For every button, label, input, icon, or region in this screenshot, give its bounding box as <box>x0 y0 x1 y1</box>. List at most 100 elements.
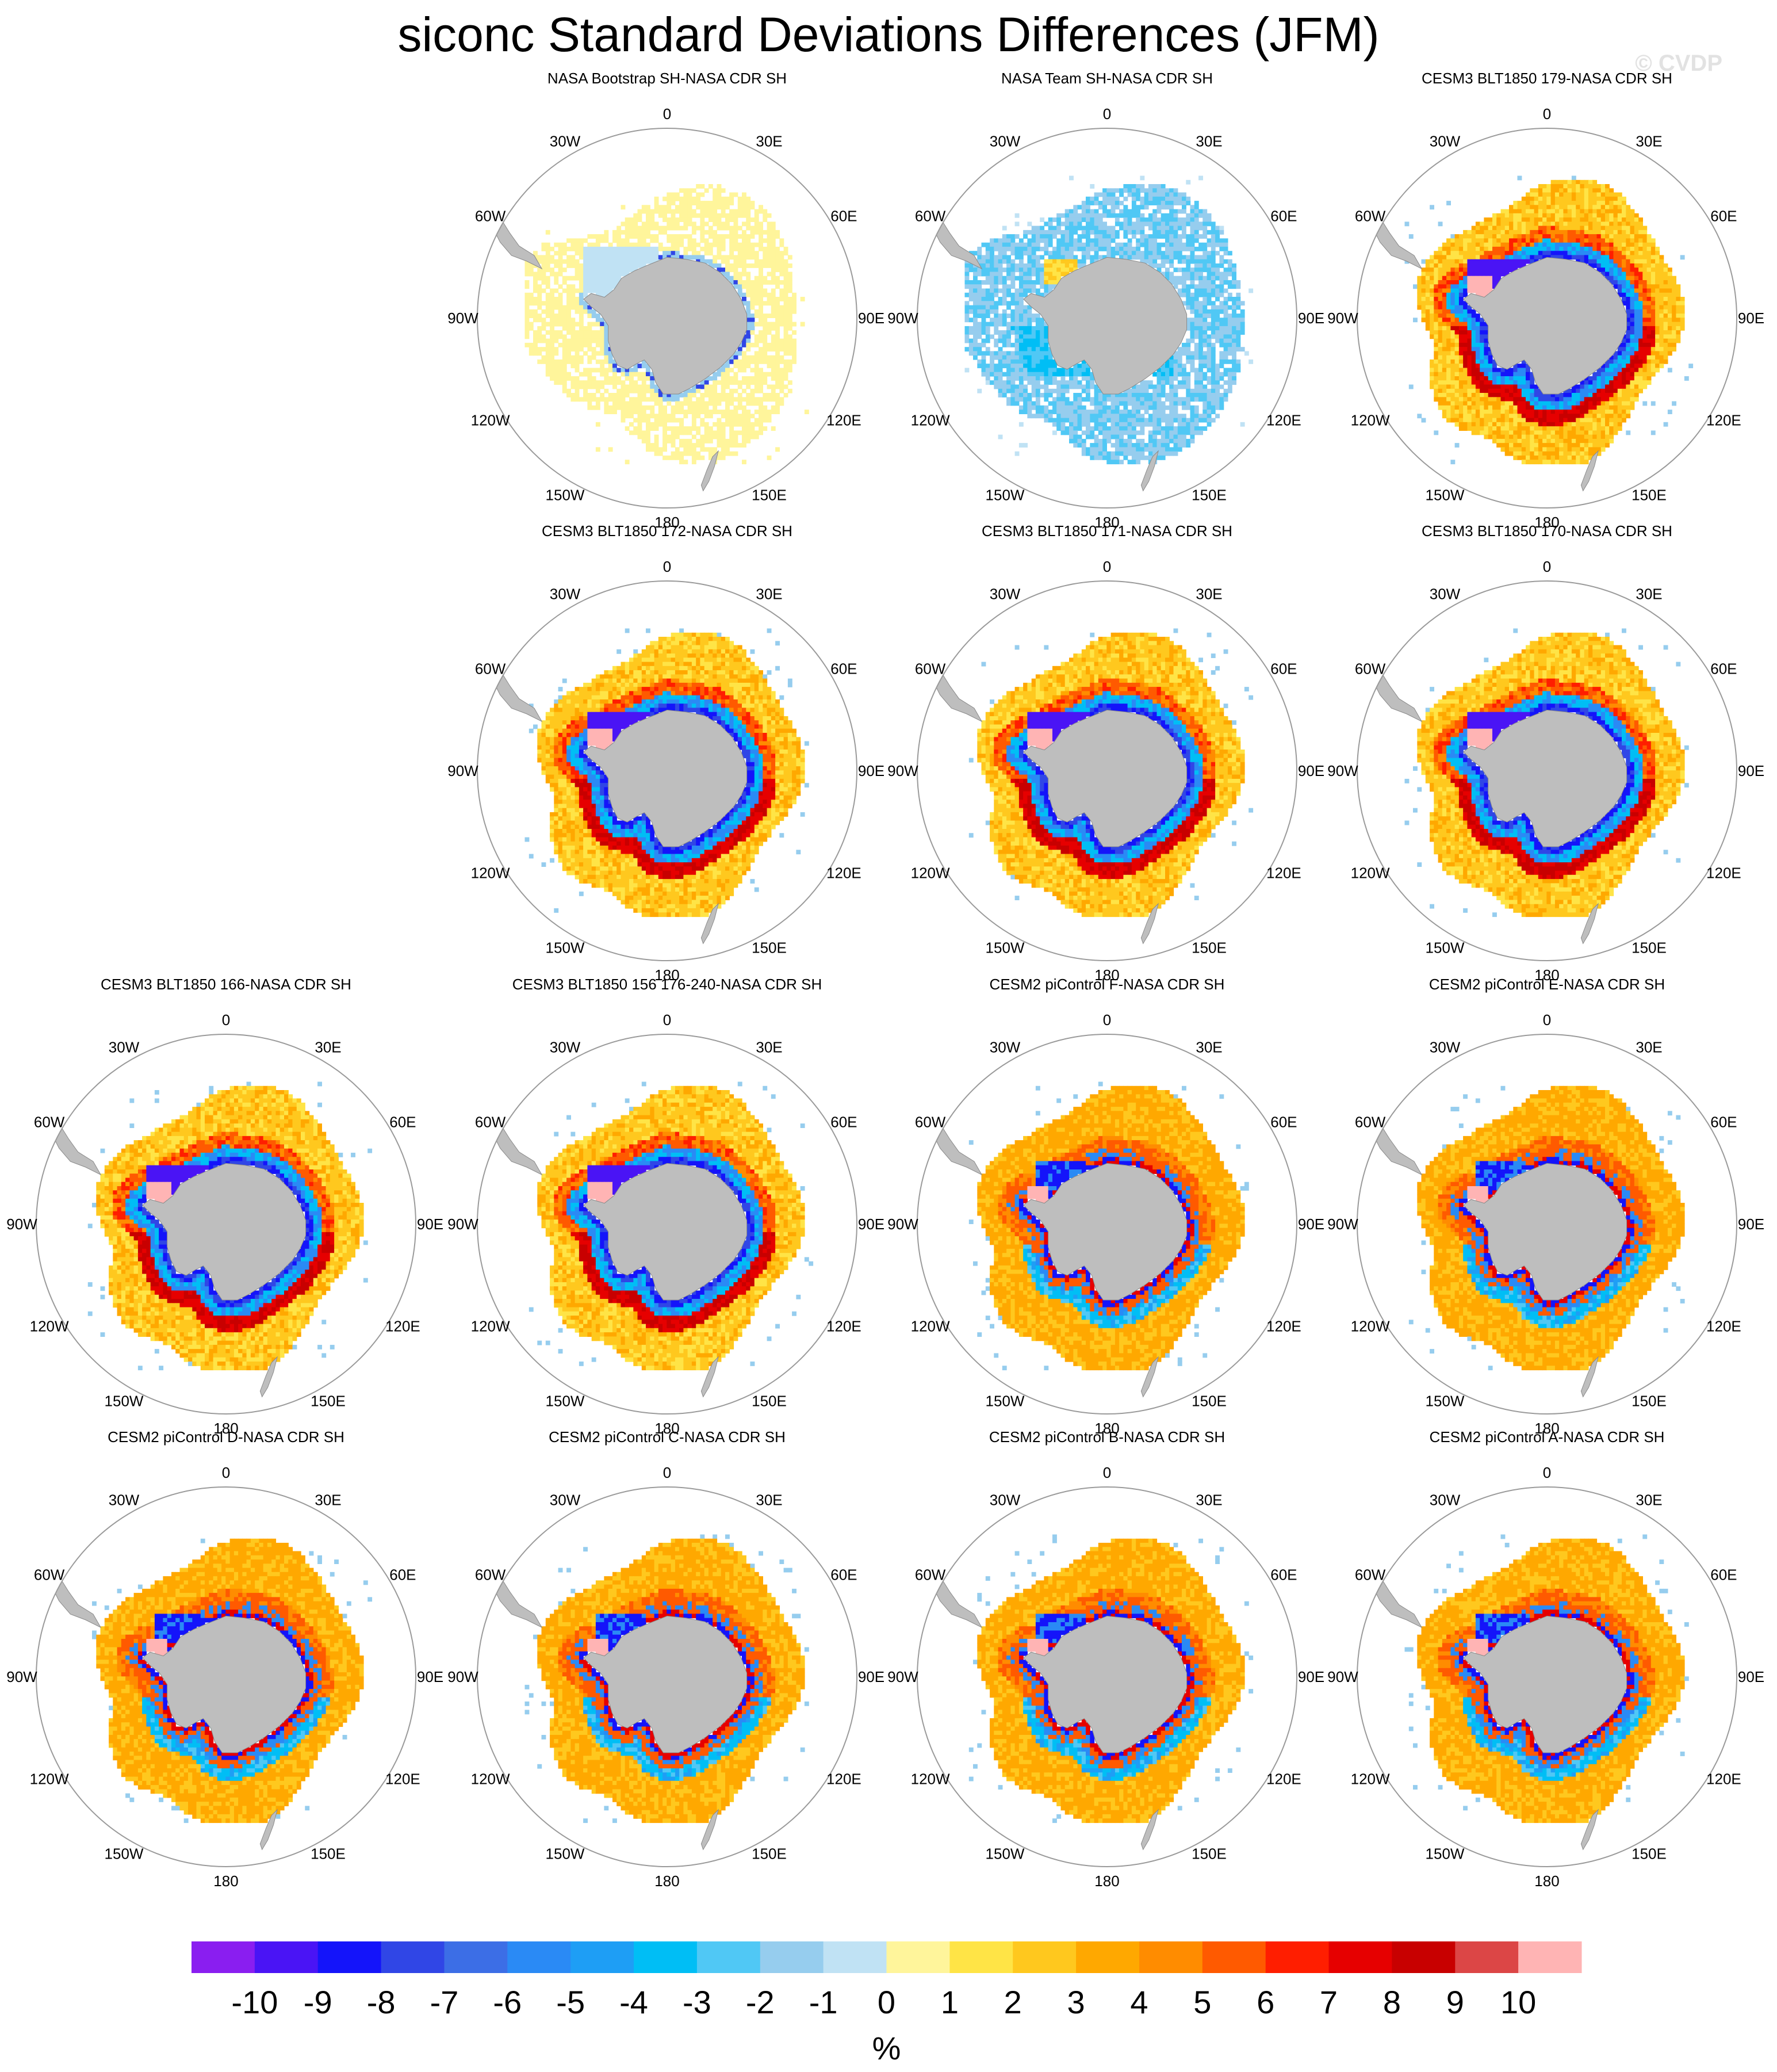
panel-title: CESM3 BLT1850 156 176-240-NASA CDR SH <box>512 976 822 993</box>
colorbar-swatch <box>949 1941 1013 1973</box>
longitude-label: 150E <box>1192 1845 1227 1862</box>
longitude-label: 120E <box>1706 865 1741 882</box>
longitude-label: 120W <box>1351 1771 1390 1788</box>
longitude-label: 90W <box>447 762 478 779</box>
longitude-label: 0 <box>1543 105 1551 123</box>
longitude-label: 150W <box>1426 1392 1465 1409</box>
longitude-label: 90W <box>1327 1215 1358 1233</box>
new-zealand-landmass <box>259 1809 278 1851</box>
panel-title: NASA Team SH-NASA CDR SH <box>1001 70 1213 87</box>
south-america-landmass <box>1372 217 1423 270</box>
longitude-label: 30E <box>1636 586 1662 603</box>
longitude-label: 30E <box>1196 1039 1222 1056</box>
antarctica-landmass <box>583 1163 748 1301</box>
colorbar-swatch <box>1328 1941 1392 1973</box>
panel-title: CESM3 BLT1850 172-NASA CDR SH <box>542 522 792 540</box>
longitude-label: 0 <box>1543 1011 1551 1029</box>
longitude-label: 60W <box>34 1566 65 1584</box>
longitude-label: 150W <box>986 1392 1025 1409</box>
colorbar-tick-label: 10 <box>1500 1984 1536 2020</box>
longitude-label: 90W <box>887 762 918 779</box>
panel-title: CESM3 BLT1850 170-NASA CDR SH <box>1422 522 1672 540</box>
longitude-label: 180 <box>1534 514 1559 531</box>
longitude-label: 60W <box>915 660 946 678</box>
longitude-label: 180 <box>213 1420 238 1437</box>
longitude-label: 150W <box>105 1392 144 1409</box>
longitude-label: 60E <box>1710 660 1737 678</box>
map-panel: CESM3 BLT1850 172-NASA CDR SH 0 30E 60E 90E 1… <box>447 522 884 984</box>
map-panel: CESM2 piControl B-NASA CDR SH 0 30E 60E 90E 1… <box>887 1428 1324 1890</box>
longitude-label: 30W <box>550 586 581 603</box>
longitude-label: 30E <box>756 586 782 603</box>
longitude-label: 120W <box>1351 865 1390 882</box>
new-zealand-landmass <box>1580 903 1599 945</box>
colorbar-swatch <box>1455 1941 1519 1973</box>
longitude-label: 30E <box>1636 133 1662 150</box>
longitude-label: 120W <box>471 1318 510 1335</box>
longitude-label: 120E <box>1706 412 1741 429</box>
longitude-label: 150E <box>752 1845 787 1862</box>
map-panel: CESM2 piControl F-NASA CDR SH 0 30E 60E 90E 1… <box>887 976 1324 1437</box>
longitude-label: 30E <box>315 1492 341 1509</box>
longitude-label: 120E <box>1266 1771 1301 1788</box>
new-zealand-landmass <box>1580 450 1599 492</box>
longitude-label: 120W <box>1351 1318 1390 1335</box>
colorbar-tick-label: 2 <box>1004 1984 1022 2020</box>
map-panel: NASA Team SH-NASA CDR SH 0 30E 60E 90E 120E 15… <box>887 70 1324 531</box>
panel-title: CESM3 BLT1850 179-NASA CDR SH <box>1422 70 1672 87</box>
longitude-label: 90W <box>1327 309 1358 327</box>
sea-ice-field <box>1372 628 1689 945</box>
longitude-label: 0 <box>1103 558 1111 575</box>
sea-ice-field <box>492 1081 814 1398</box>
longitude-label: 90E <box>1298 1668 1324 1685</box>
colorbar-tick-label: -2 <box>746 1984 775 2020</box>
panel-title: CESM2 piControl C-NASA CDR SH <box>549 1428 786 1446</box>
colorbar-tick-label: 4 <box>1130 1984 1148 2020</box>
longitude-label: 30W <box>550 1039 581 1056</box>
colorbar-swatch <box>1202 1941 1266 1973</box>
longitude-label: 90W <box>6 1215 37 1233</box>
longitude-label: 120E <box>826 1318 861 1335</box>
antarctica-landmass <box>1463 1163 1627 1301</box>
longitude-label: 30W <box>109 1039 140 1056</box>
colorbar-swatch <box>886 1941 950 1973</box>
longitude-label: 120W <box>1351 412 1390 429</box>
longitude-label: 0 <box>663 558 671 575</box>
map-boundary <box>477 1486 857 1867</box>
longitude-label: 0 <box>222 1464 230 1481</box>
map-boundary <box>917 1486 1297 1867</box>
antarctica-landmass <box>583 709 748 847</box>
longitude-label: 120E <box>826 1771 861 1788</box>
longitude-label: 60E <box>389 1566 416 1584</box>
colorbar-tick-label: -3 <box>683 1984 711 2020</box>
longitude-label: 180 <box>654 514 679 531</box>
colorbar-tick-label: 6 <box>1257 1984 1274 2020</box>
colorbar-swatch <box>570 1941 634 1973</box>
south-america-landmass <box>492 1576 543 1628</box>
colorbar-tick-label: 1 <box>941 1984 959 2020</box>
new-zealand-landmass <box>700 903 719 945</box>
sea-ice-field <box>932 175 1254 492</box>
sea-ice-field <box>932 1081 1249 1398</box>
sea-ice-field <box>51 1081 373 1398</box>
longitude-label: 180 <box>654 966 679 984</box>
longitude-label: 90W <box>447 1215 478 1233</box>
map-boundary <box>36 1034 416 1415</box>
antarctica-landmass <box>1023 1163 1188 1301</box>
map-panel: CESM3 BLT1850 171-NASA CDR SH 0 30E 60E 90E 1… <box>887 522 1324 984</box>
antarctica-landmass <box>1023 709 1188 847</box>
longitude-label: 90W <box>887 1668 918 1685</box>
longitude-label: 150W <box>1426 486 1465 503</box>
longitude-label: 120E <box>1266 1318 1301 1335</box>
sea-ice-field <box>932 1534 1254 1851</box>
map-boundary <box>477 128 857 509</box>
longitude-label: 150E <box>1632 1392 1667 1409</box>
south-america-landmass <box>492 670 543 722</box>
colorbar-swatch <box>696 1941 761 1973</box>
longitude-label: 60W <box>1355 1566 1386 1584</box>
longitude-label: 150E <box>1192 1392 1227 1409</box>
longitude-label: 90W <box>447 1668 478 1685</box>
longitude-label: 90E <box>1738 309 1764 327</box>
longitude-label: 150W <box>105 1845 144 1862</box>
longitude-label: 90E <box>858 762 884 779</box>
